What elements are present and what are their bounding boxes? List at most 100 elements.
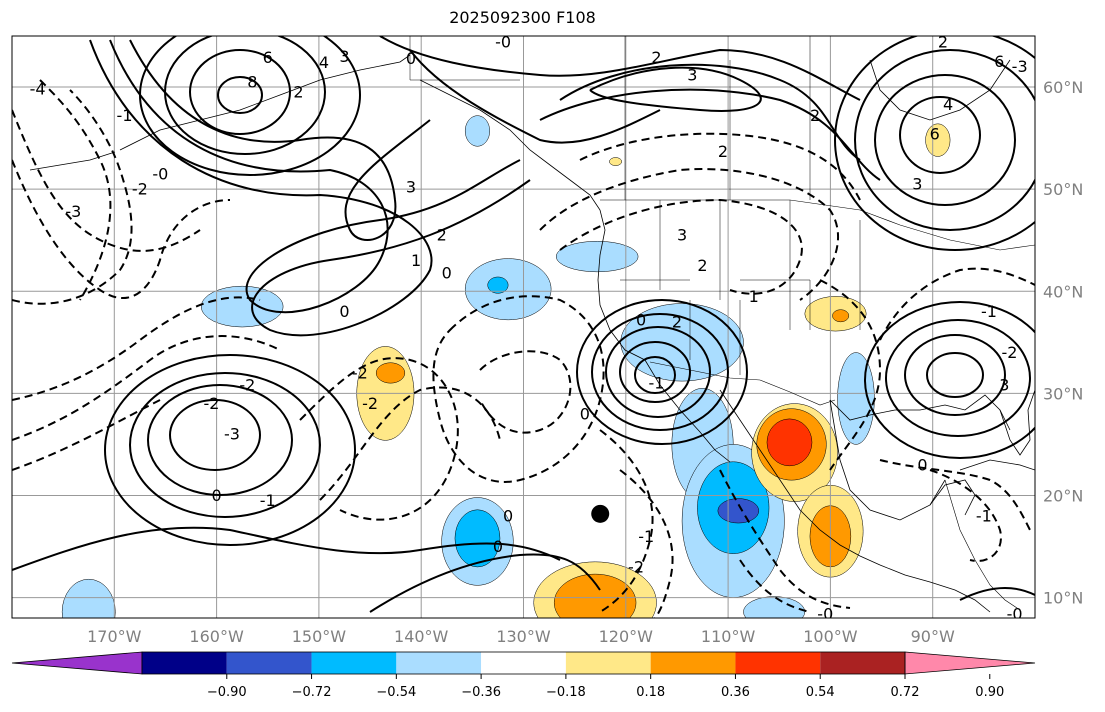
florida-coast — [999, 389, 1035, 456]
contour-label-11: 2 — [938, 33, 948, 52]
lon-tick-label-3: 140°W — [394, 627, 449, 646]
map-title: 2025092300 F108 — [449, 8, 596, 27]
dashed-contour-mexico-1 — [599, 429, 654, 613]
contour-gulf-high-2 — [904, 334, 1006, 416]
shaded-region-7 — [717, 498, 760, 524]
contour-label-47: -2 — [1001, 343, 1017, 362]
contour-label-35: -3 — [224, 425, 240, 444]
contour-label-12: 6 — [994, 52, 1004, 71]
mexico-south-coast — [879, 564, 991, 613]
contour-gulf-high-0 — [864, 301, 1035, 459]
alaska-coast — [119, 54, 411, 151]
contour-label-24: 0 — [442, 263, 452, 282]
contour-gulf-high-1 — [885, 319, 1031, 437]
dashed-contour-west-3 — [12, 89, 133, 305]
contour-label-20: -3 — [65, 202, 81, 221]
dashed-contour-layer — [12, 79, 1035, 618]
contour-baja-high-2 — [591, 313, 729, 431]
colorbar-box-1 — [226, 652, 312, 674]
storm-position-marker — [591, 504, 610, 523]
shaded-region-13 — [464, 115, 490, 147]
colorbar: −0.90 −0.72 −0.54 −0.36 −0.18 0.18 0.36 0.54 0.7… — [11, 651, 1036, 700]
shaded-region-12 — [61, 578, 116, 618]
colorbar-box-7 — [735, 652, 821, 674]
lat-tick-label-0: 60°N — [1043, 78, 1083, 97]
contour-baja-high-4 — [619, 341, 691, 403]
axis-labels-layer: 170°W 160°W 150°W 140°W 130°W 120°W 110°W 100°W… — [87, 78, 1083, 646]
dashed-contour-center-2 — [479, 350, 572, 434]
map-frame — [11, 35, 1036, 619]
shaded-region-22 — [766, 418, 813, 467]
dashed-contour-mid-2 — [12, 335, 281, 441]
lon-tick-label-4: 130°W — [496, 627, 551, 646]
dashed-contour-mexico-3 — [719, 469, 851, 609]
colorbar-box-6 — [650, 652, 736, 674]
mexico-gulf-coast — [829, 399, 946, 521]
contour-ridge-1 — [89, 39, 531, 337]
dashed-contour-west-4 — [39, 79, 112, 301]
contour-label-32: -2 — [362, 394, 378, 413]
shaded-region-11 — [837, 352, 875, 445]
contour-label-36: 0 — [212, 486, 222, 505]
contour-label-7: 2 — [651, 48, 661, 67]
dashed-contour-caribbean — [929, 469, 1002, 562]
lon-tick-label-7: 100°W — [803, 627, 858, 646]
contour-label-2: 8 — [247, 72, 257, 91]
shaded-region-2 — [487, 276, 509, 294]
contour-label-33: -2 — [239, 376, 255, 395]
contour-east-high-2 — [834, 36, 1035, 251]
contour-east-high-6 — [899, 96, 981, 174]
shaded-region-26 — [553, 573, 637, 618]
colorbar-tick-label-3: −0.36 — [461, 685, 501, 700]
contour-baja-high-1 — [576, 299, 748, 445]
contour-tropical-0 — [12, 526, 561, 571]
contour-lines-layer — [12, 36, 1035, 613]
mexico-west-coast — [719, 389, 881, 566]
contour-label-23: 1 — [411, 251, 421, 270]
lon-tick-label-0: 170°W — [87, 627, 142, 646]
contour-ridge-3 — [129, 39, 431, 241]
contour-hawaii-high-2 — [147, 384, 293, 496]
contour-canada-1 — [539, 88, 881, 181]
contour-label-8: 3 — [687, 65, 697, 84]
contour-label-15: 3 — [912, 175, 922, 194]
dashed-contour-mid-3 — [12, 399, 161, 471]
contour-label-43: -1 — [649, 374, 665, 393]
yucatan-coast — [929, 479, 976, 516]
lat-tick-label-4: 20°N — [1043, 486, 1083, 505]
contour-label-41: -1 — [638, 527, 654, 546]
contour-label-46: -1 — [981, 302, 997, 321]
lon-tick-label-8: 90°W — [911, 627, 955, 646]
colorbar-tick-label-2: −0.54 — [376, 685, 416, 700]
contour-label-37: -1 — [260, 491, 276, 510]
contour-label-9: 2 — [810, 106, 820, 125]
lon-tick-label-6: 110°W — [701, 627, 756, 646]
colorbar-tick-label-6: 0.36 — [721, 685, 750, 700]
contour-label-31: -2 — [352, 363, 368, 382]
dashed-contour-pacnw-2 — [559, 198, 803, 295]
contour-label-16: -4 — [30, 80, 46, 99]
contour-label-25: 0 — [339, 302, 349, 321]
contour-label-10: 2 — [718, 142, 728, 161]
colorbar-extend-low — [11, 651, 143, 675]
dashed-contour-mexico-2 — [619, 469, 674, 618]
dashed-contour-mexico-4 — [739, 559, 811, 613]
colorbar-box-2 — [311, 652, 397, 674]
shaded-region-19 — [925, 123, 951, 157]
shaded-region-1 — [464, 258, 552, 321]
dashed-contour-subtrop-2 — [319, 386, 501, 501]
contour-label-34: -2 — [204, 394, 220, 413]
us-west-coast — [597, 209, 646, 361]
contour-label-40: 0 — [493, 537, 503, 556]
central-america — [944, 479, 1021, 611]
contour-label-19: -2 — [132, 180, 148, 199]
dashed-contour-subtrop-1 — [299, 357, 459, 521]
lat-tick-label-1: 50°N — [1043, 180, 1083, 199]
shaded-region-18 — [832, 309, 850, 323]
canada-border — [600, 199, 1035, 251]
contour-label-30: 2 — [672, 312, 682, 331]
dashed-contour-west-1 — [12, 109, 201, 252]
colorbar-tick-label-7: 0.54 — [806, 685, 835, 700]
shaded-region-14 — [743, 596, 806, 618]
dashed-contour-center-1 — [432, 295, 605, 483]
